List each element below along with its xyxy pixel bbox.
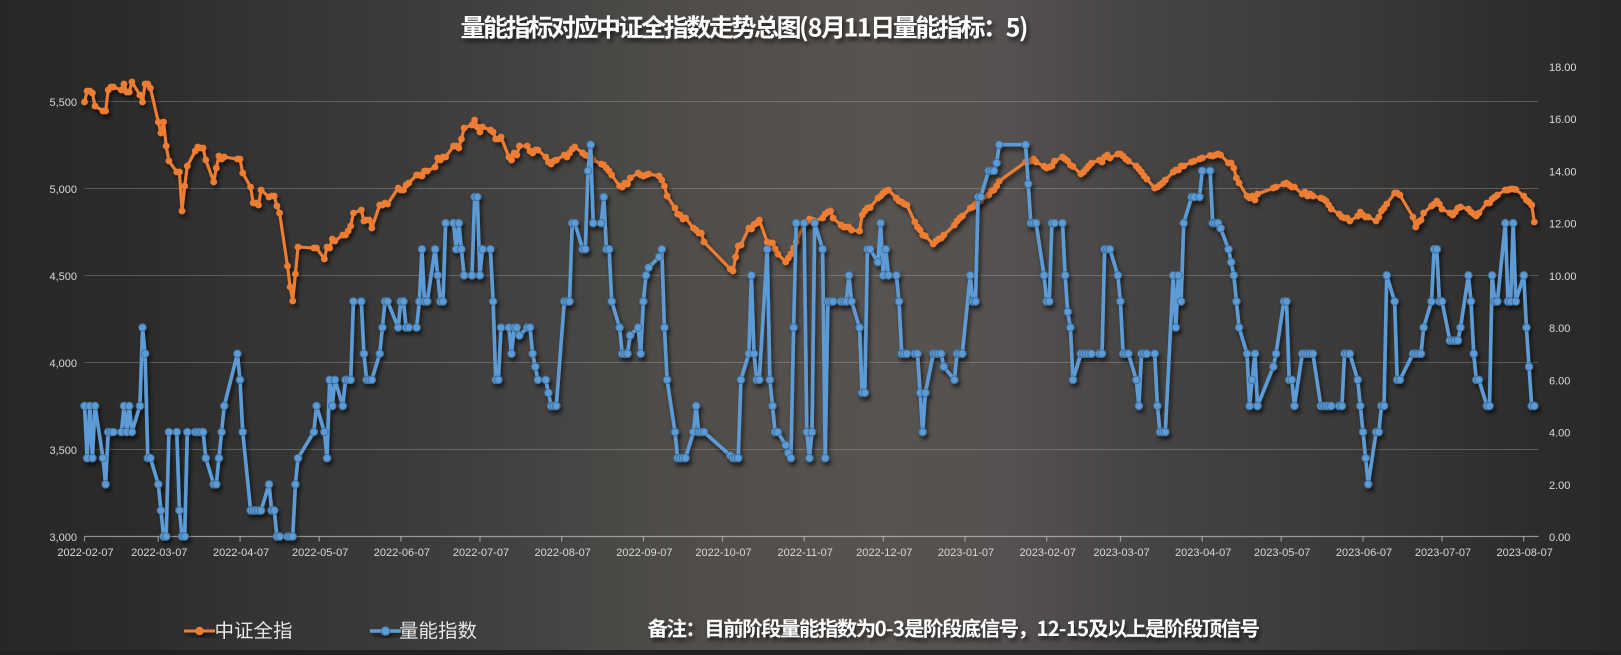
svg-text:3,000: 3,000 bbox=[49, 532, 77, 544]
svg-text:2022-05-07: 2022-05-07 bbox=[292, 547, 348, 559]
svg-text:0.00: 0.00 bbox=[1549, 532, 1570, 544]
svg-text:10.00: 10.00 bbox=[1549, 271, 1577, 283]
svg-text:2023-07-07: 2023-07-07 bbox=[1415, 547, 1471, 559]
svg-text:5,000: 5,000 bbox=[49, 184, 77, 196]
svg-text:8.00: 8.00 bbox=[1549, 323, 1570, 335]
svg-text:2023-03-07: 2023-03-07 bbox=[1093, 547, 1149, 559]
svg-text:2023-05-07: 2023-05-07 bbox=[1254, 547, 1310, 559]
svg-text:2023-06-07: 2023-06-07 bbox=[1336, 547, 1392, 559]
svg-text:3,500: 3,500 bbox=[49, 445, 77, 457]
svg-text:2023-08-07: 2023-08-07 bbox=[1497, 547, 1553, 559]
svg-text:2022-08-07: 2022-08-07 bbox=[535, 547, 591, 559]
svg-text:2022-10-07: 2022-10-07 bbox=[695, 547, 751, 559]
svg-text:4,500: 4,500 bbox=[49, 271, 77, 283]
svg-text:2022-12-07: 2022-12-07 bbox=[856, 547, 912, 559]
svg-text:14.00: 14.00 bbox=[1549, 166, 1577, 178]
svg-text:2023-01-07: 2023-01-07 bbox=[938, 547, 994, 559]
svg-text:2.00: 2.00 bbox=[1549, 480, 1570, 492]
svg-text:2023-04-07: 2023-04-07 bbox=[1175, 547, 1231, 559]
svg-text:2022-04-07: 2022-04-07 bbox=[213, 547, 269, 559]
svg-text:5,500: 5,500 bbox=[49, 97, 77, 109]
svg-text:2022-03-07: 2022-03-07 bbox=[131, 547, 187, 559]
svg-text:2022-06-07: 2022-06-07 bbox=[374, 547, 430, 559]
svg-text:12.00: 12.00 bbox=[1549, 219, 1577, 231]
svg-text:2022-02-07: 2022-02-07 bbox=[57, 547, 113, 559]
svg-text:18.00: 18.00 bbox=[1549, 62, 1577, 74]
svg-text:4.00: 4.00 bbox=[1549, 428, 1570, 440]
svg-text:4,000: 4,000 bbox=[49, 358, 77, 370]
svg-text:2022-07-07: 2022-07-07 bbox=[453, 547, 509, 559]
svg-text:2022-11-07: 2022-11-07 bbox=[777, 547, 832, 559]
svg-text:6.00: 6.00 bbox=[1549, 375, 1570, 387]
svg-text:2023-02-07: 2023-02-07 bbox=[1020, 547, 1076, 559]
svg-text:16.00: 16.00 bbox=[1549, 114, 1577, 126]
svg-text:2022-09-07: 2022-09-07 bbox=[616, 547, 672, 559]
